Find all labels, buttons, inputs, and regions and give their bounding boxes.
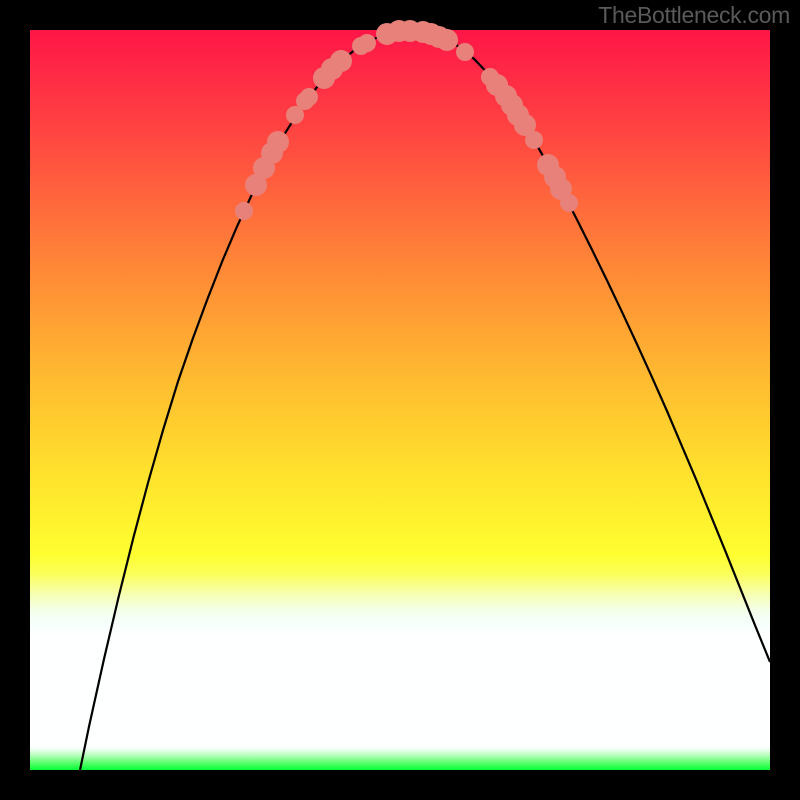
curve-dot xyxy=(267,131,289,153)
curve-dot xyxy=(560,194,578,212)
curve-dot xyxy=(300,88,318,106)
curve-dot xyxy=(330,50,352,72)
curve-dot xyxy=(525,131,543,149)
curve-dot xyxy=(456,43,474,61)
curve-dot xyxy=(358,34,376,52)
curve-dot xyxy=(436,29,458,51)
curve-dot xyxy=(235,202,253,220)
v-curve-path xyxy=(80,31,770,770)
watermark-text: TheBottleneck.com xyxy=(598,2,790,29)
v-curve-svg xyxy=(30,30,770,770)
plot-area xyxy=(30,30,770,770)
